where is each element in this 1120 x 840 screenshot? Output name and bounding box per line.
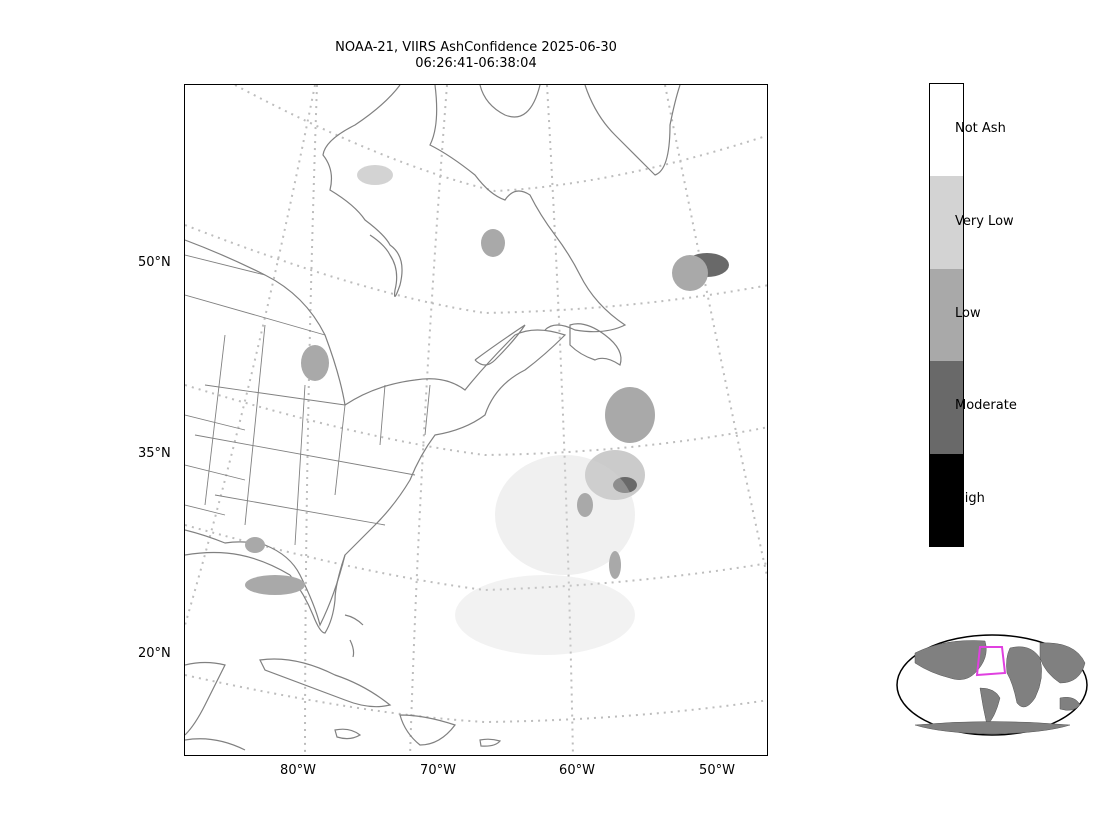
central-america	[185, 661, 226, 736]
legend-label-very-low: Very Low	[955, 214, 1014, 229]
ash-very-low-hudson	[357, 165, 393, 185]
inset-australia	[1059, 697, 1081, 711]
legend-label-high: High	[955, 491, 985, 506]
lat-label-35n: 35°N	[138, 446, 171, 461]
ash-low-east	[605, 387, 655, 443]
lon-label-60w: 60°W	[559, 763, 595, 778]
hispaniola	[399, 714, 456, 746]
border-13	[185, 464, 246, 481]
graticule-lon-85	[185, 85, 316, 626]
lon-label-80w: 80°W	[280, 763, 316, 778]
ash-moderate-east	[613, 477, 637, 493]
hudson-bay-coast	[322, 85, 403, 297]
inset-globe-map	[895, 633, 1089, 737]
ash-low-sw2	[609, 551, 621, 579]
legend-label-not-ash: Not Ash	[955, 121, 1006, 136]
border-6	[204, 334, 226, 506]
east-coast-usa	[185, 239, 567, 627]
inset-north-america	[914, 640, 987, 680]
border-8	[294, 384, 306, 546]
yucatan	[185, 738, 246, 751]
puerto-rico	[479, 738, 502, 747]
map-title-line2: 06:26:41-06:38:04	[415, 56, 537, 71]
inset-land	[914, 640, 1086, 735]
graticule-lon-80	[304, 85, 318, 755]
lat-label-50n: 50°N	[138, 255, 171, 270]
coastlines	[185, 85, 681, 751]
border-11	[424, 384, 431, 436]
inset-asia	[1039, 642, 1086, 684]
ash-very-low-south	[455, 575, 635, 655]
border-7	[244, 324, 266, 526]
graticule-lon-60	[546, 85, 574, 755]
border-5	[214, 494, 386, 526]
map-panel[interactable]	[184, 84, 768, 756]
graticule-lon-50	[664, 85, 767, 581]
ash-low-mid	[577, 493, 593, 517]
ash-pixels	[245, 165, 729, 655]
lat-label-20n: 20°N	[138, 646, 171, 661]
border-12	[185, 414, 246, 431]
state-borders	[185, 254, 431, 546]
graticule-lat-60	[234, 85, 767, 193]
border-9	[334, 404, 346, 496]
jamaica	[334, 728, 362, 740]
florida-peninsula	[289, 554, 346, 634]
inset-europe-africa	[1006, 646, 1042, 708]
ash-very-low-atlantic	[495, 455, 635, 575]
map-canvas	[185, 85, 767, 755]
border-2	[185, 294, 326, 336]
border-4	[194, 434, 416, 476]
border-14	[185, 504, 226, 516]
ash-low-greatlakes	[301, 345, 329, 381]
labrador-coast	[429, 85, 627, 333]
lon-label-70w: 70°W	[420, 763, 456, 778]
graticule-lon-70	[409, 85, 448, 755]
legend-swatch-high	[930, 454, 963, 546]
newfoundland	[569, 323, 622, 366]
graticule-lat-40	[185, 384, 767, 457]
ash-low-gulf	[245, 575, 305, 595]
nova-scotia	[474, 324, 526, 366]
ash-low-ne	[672, 255, 708, 291]
legend-swatch-very-low	[930, 176, 963, 269]
inset-antarctica	[914, 721, 1071, 735]
ash-low-florida	[245, 537, 265, 553]
lon-label-50w: 50°W	[699, 763, 735, 778]
ash-low-quebec	[481, 229, 505, 257]
cuba	[259, 658, 392, 708]
legend-label-moderate: Moderate	[955, 398, 1017, 413]
legend-label-low: Low	[955, 306, 981, 321]
bahamas	[344, 614, 364, 658]
legend-swatch-low	[930, 269, 963, 361]
legend-swatch-not-ash	[930, 84, 963, 176]
greenland-coast	[584, 85, 681, 176]
legend-swatch-moderate	[930, 361, 963, 454]
border-3	[204, 384, 346, 406]
inset-south-america	[979, 687, 1001, 726]
map-title-line1: NOAA-21, VIIRS AshConfidence 2025-06-30	[335, 40, 617, 55]
border-1	[185, 254, 266, 276]
graticule-lat-20	[185, 674, 767, 724]
graticule	[185, 85, 767, 755]
border-10	[379, 384, 386, 446]
map-title: NOAA-21, VIIRS AshConfidence 2025-06-30 …	[276, 40, 676, 72]
gulf-coast	[185, 551, 291, 576]
inset-region-box	[975, 646, 1007, 677]
colorbar-legend	[929, 83, 964, 547]
ungava-coast	[479, 85, 541, 118]
